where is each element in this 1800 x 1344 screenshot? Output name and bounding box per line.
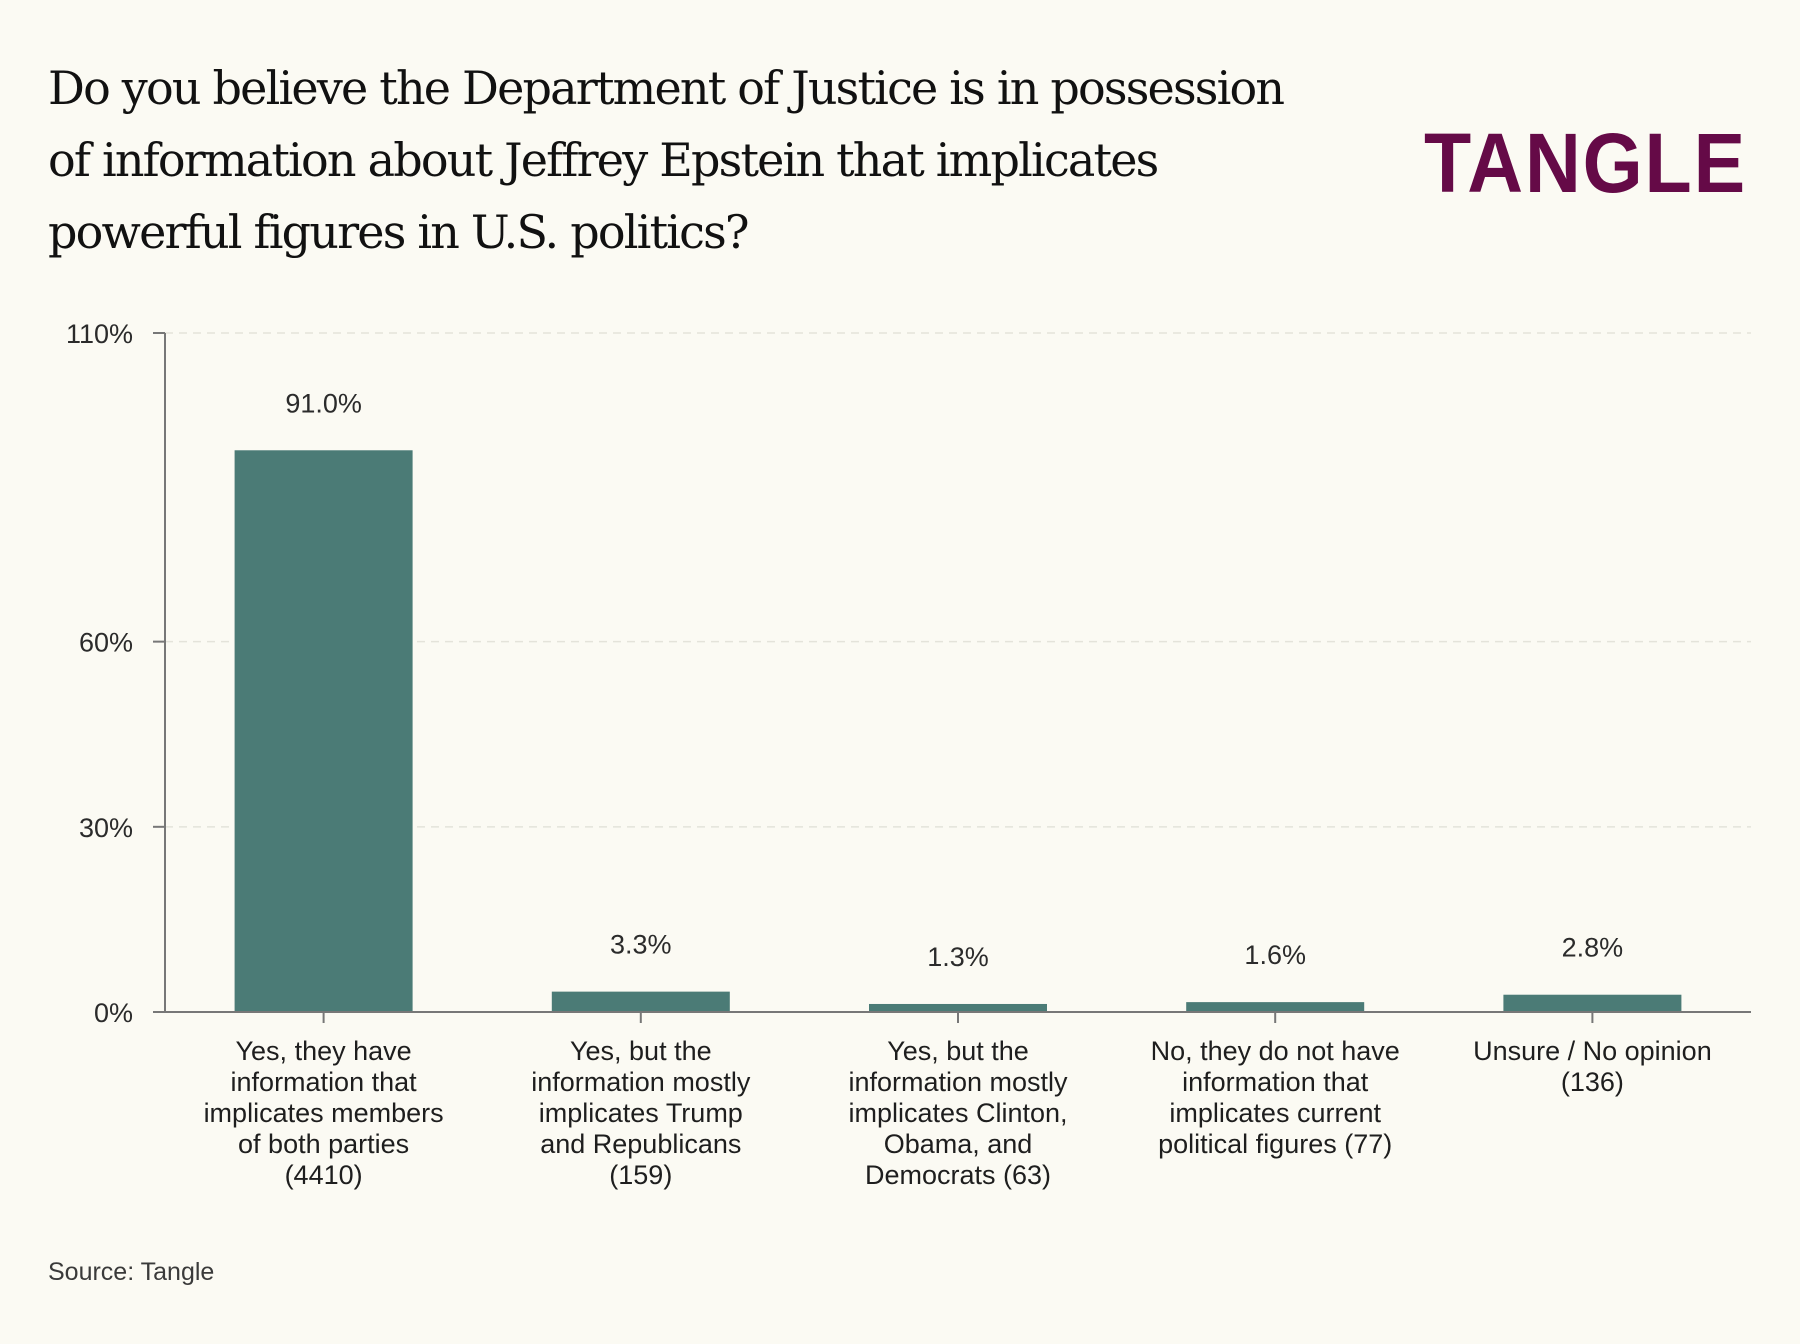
x-tick-label-line: Democrats (63) (865, 1160, 1051, 1190)
x-tick-label-line: (4410) (285, 1160, 363, 1190)
x-tick-label-line: Obama, and (884, 1129, 1033, 1159)
bars (234, 450, 1682, 1012)
x-tick-label-line: No, they do not have (1151, 1036, 1400, 1066)
x-tick-label-line: information that (231, 1067, 418, 1097)
x-tick-label-line: implicates members (204, 1098, 444, 1128)
data-label: 91.0% (285, 388, 362, 418)
bar (234, 450, 413, 1012)
x-tick-label-line: (159) (609, 1160, 672, 1190)
x-tick-label: Yes, but the information mostly implicates… (531, 1036, 751, 1190)
data-label: 2.8% (1562, 933, 1624, 963)
x-tick-label: Yes, they have information that implicates… (204, 1036, 444, 1190)
bar (551, 991, 730, 1012)
bar (869, 1003, 1047, 1012)
x-tick-label: Unsure / No opinion (136) (1473, 1036, 1712, 1097)
x-tick-label-line: Unsure / No opinion (1473, 1036, 1712, 1066)
x-tick-label-line: implicates current (1169, 1098, 1381, 1128)
data-label: 1.3% (927, 942, 989, 972)
x-tick-label-line: information mostly (531, 1067, 751, 1097)
bar (1186, 1002, 1365, 1012)
x-tick-label-line: Yes, but the (570, 1036, 712, 1066)
x-tick-label-line: political figures (77) (1158, 1129, 1392, 1159)
x-tick-label-line: (136) (1561, 1067, 1624, 1097)
x-tick-label-line: information mostly (848, 1067, 1068, 1097)
x-tick-label: Yes, but the information mostly implicates… (848, 1036, 1068, 1190)
y-tick-label: 30% (79, 813, 133, 843)
chart-title: Do you believe the Department of Justice… (48, 61, 1285, 259)
x-tick-label-line: Yes, they have (236, 1036, 412, 1066)
x-tick-label-line: information that (1182, 1067, 1369, 1097)
x-tick-label: No, they do not have information that impl… (1151, 1036, 1400, 1159)
data-label: 1.6% (1244, 940, 1306, 970)
y-tick-label: 0% (94, 998, 133, 1028)
y-tick-label: 60% (79, 628, 133, 658)
x-tick-label-line: Yes, but the (887, 1036, 1029, 1066)
data-label: 3.3% (610, 930, 672, 960)
x-tick-label-line: of both parties (238, 1129, 409, 1159)
axes (153, 332, 1751, 1023)
x-tick-label-line: and Republicans (540, 1129, 741, 1159)
bar (1503, 994, 1682, 1012)
x-tick-label-line: implicates Clinton, (848, 1098, 1067, 1128)
gridlines (165, 332, 1751, 828)
x-tick-label-line: implicates Trump (539, 1098, 743, 1128)
y-tick-label: 110% (66, 319, 133, 349)
source-note: Source: Tangle (48, 1258, 215, 1286)
tangle-logo: TANGLE (1424, 116, 1747, 210)
labels: 0%30%60%110%91.0%Yes, they have informati… (66, 319, 1712, 1190)
